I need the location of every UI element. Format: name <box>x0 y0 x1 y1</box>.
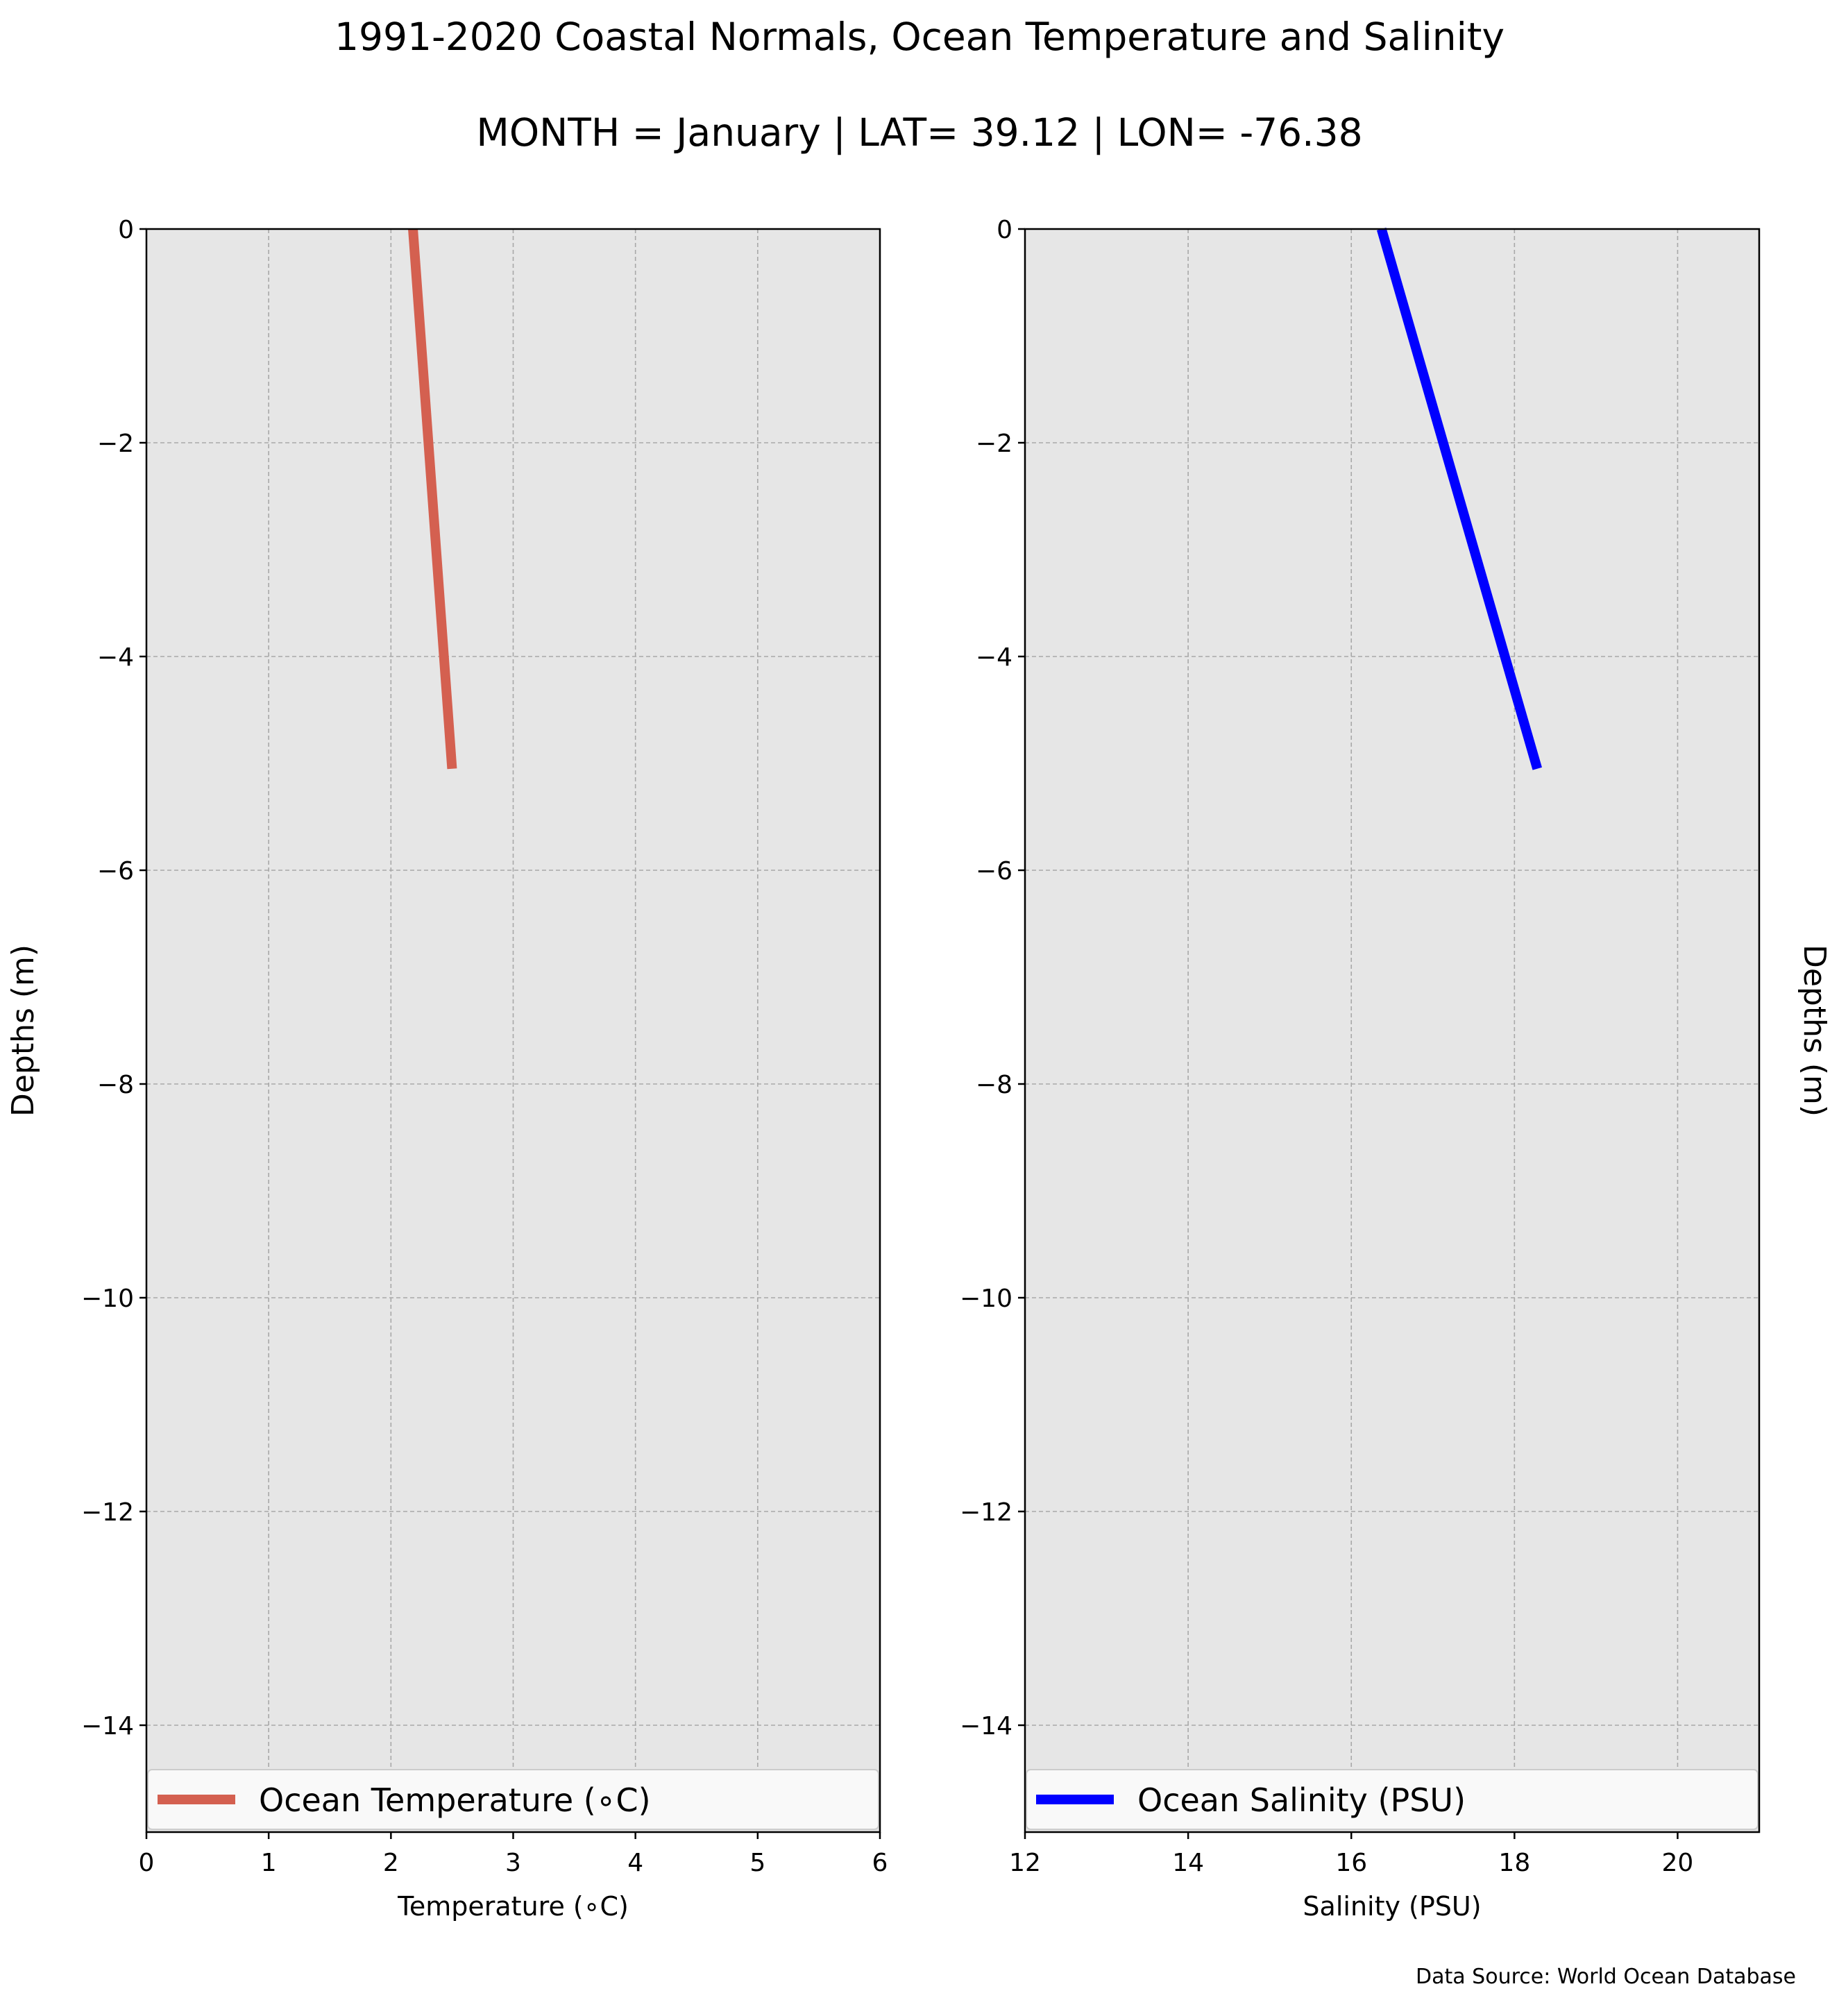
temperature-x-tick-label: 6 <box>872 1849 888 1877</box>
salinity-x-ticks: 12 14 16 18 20 <box>1009 1832 1693 1877</box>
temperature-x-tick-label: 5 <box>749 1849 765 1877</box>
salinity-y-tick-label: −4 <box>976 643 1012 672</box>
salinity-legend-label: Ocean Salinity (PSU) <box>1137 1781 1466 1819</box>
temperature-profile-line <box>408 228 457 770</box>
salinity-y-ticks: 0 −2 −4 −6 −8 −10 −12 −14 <box>960 216 1025 1740</box>
salinity-plot-area <box>1025 229 1759 1832</box>
salinity-y-tick-label: −12 <box>960 1498 1012 1527</box>
salinity-y-tick-label: −6 <box>976 857 1012 886</box>
temperature-y-tick-label: −6 <box>97 857 134 886</box>
salinity-x-tick-label: 14 <box>1172 1849 1204 1877</box>
temperature-x-axis-label: Temperature (∘C) <box>397 1891 629 1922</box>
salinity-panel: Ocean Salinity (PSU) 12 14 16 18 20 0 −2 −4 −6 −… <box>960 216 1832 1922</box>
temperature-legend-label: Ocean Temperature (∘C) <box>259 1781 651 1819</box>
temperature-x-tick-label: 2 <box>383 1849 399 1877</box>
salinity-legend: Ocean Salinity (PSU) <box>1026 1769 1759 1830</box>
salinity-series <box>1376 228 1542 770</box>
temperature-x-tick-label: 0 <box>139 1849 155 1877</box>
temperature-panel: Ocean Temperature (∘C) 0 1 2 3 4 5 6 0 −2 −4 −6 −8… <box>6 216 888 1922</box>
temperature-y-tick-label: −12 <box>81 1498 134 1527</box>
salinity-y-tick-label: 0 <box>997 216 1012 244</box>
salinity-legend-box <box>1026 1769 1759 1830</box>
data-source-note: Data Source: World Ocean Database <box>1416 1965 1796 1989</box>
temperature-series <box>408 228 457 770</box>
temperature-x-tick-label: 3 <box>505 1849 521 1877</box>
salinity-y-tick-label: −2 <box>976 430 1012 458</box>
salinity-profile-line <box>1376 228 1542 770</box>
salinity-x-tick-label: 18 <box>1498 1849 1530 1877</box>
salinity-y-axis-label: Depths (m) <box>1797 945 1832 1117</box>
temperature-y-axis-label: Depths (m) <box>6 945 41 1117</box>
temperature-x-tick-label: 1 <box>261 1849 277 1877</box>
temperature-y-tick-label: 0 <box>118 216 134 244</box>
chart-subtitle: MONTH = January | LAT= 39.12 | LON= -76.… <box>476 110 1362 155</box>
salinity-y-tick-label: −10 <box>960 1285 1012 1313</box>
salinity-y-tick-label: −14 <box>960 1712 1012 1740</box>
temperature-y-tick-label: −10 <box>81 1285 134 1313</box>
temperature-legend-box <box>147 1769 879 1830</box>
temperature-y-ticks: 0 −2 −4 −6 −8 −10 −12 −14 <box>81 216 146 1740</box>
temperature-y-tick-label: −8 <box>97 1071 134 1099</box>
salinity-axes-frame <box>1024 228 1761 1833</box>
temperature-legend: Ocean Temperature (∘C) <box>147 1769 879 1830</box>
temperature-y-tick-label: −2 <box>97 430 134 458</box>
salinity-x-axis-label: Salinity (PSU) <box>1303 1891 1481 1922</box>
salinity-x-tick-label: 12 <box>1009 1849 1041 1877</box>
salinity-x-tick-label: 16 <box>1335 1849 1367 1877</box>
chart-title: 1991-2020 Coastal Normals, Ocean Tempera… <box>334 15 1505 59</box>
salinity-x-tick-label: 20 <box>1662 1849 1694 1877</box>
temperature-x-ticks: 0 1 2 3 4 5 6 <box>139 1832 888 1877</box>
temperature-y-tick-label: −14 <box>81 1712 134 1740</box>
salinity-y-tick-label: −8 <box>976 1071 1012 1099</box>
temperature-y-tick-label: −4 <box>97 643 134 672</box>
temperature-x-tick-label: 4 <box>627 1849 643 1877</box>
